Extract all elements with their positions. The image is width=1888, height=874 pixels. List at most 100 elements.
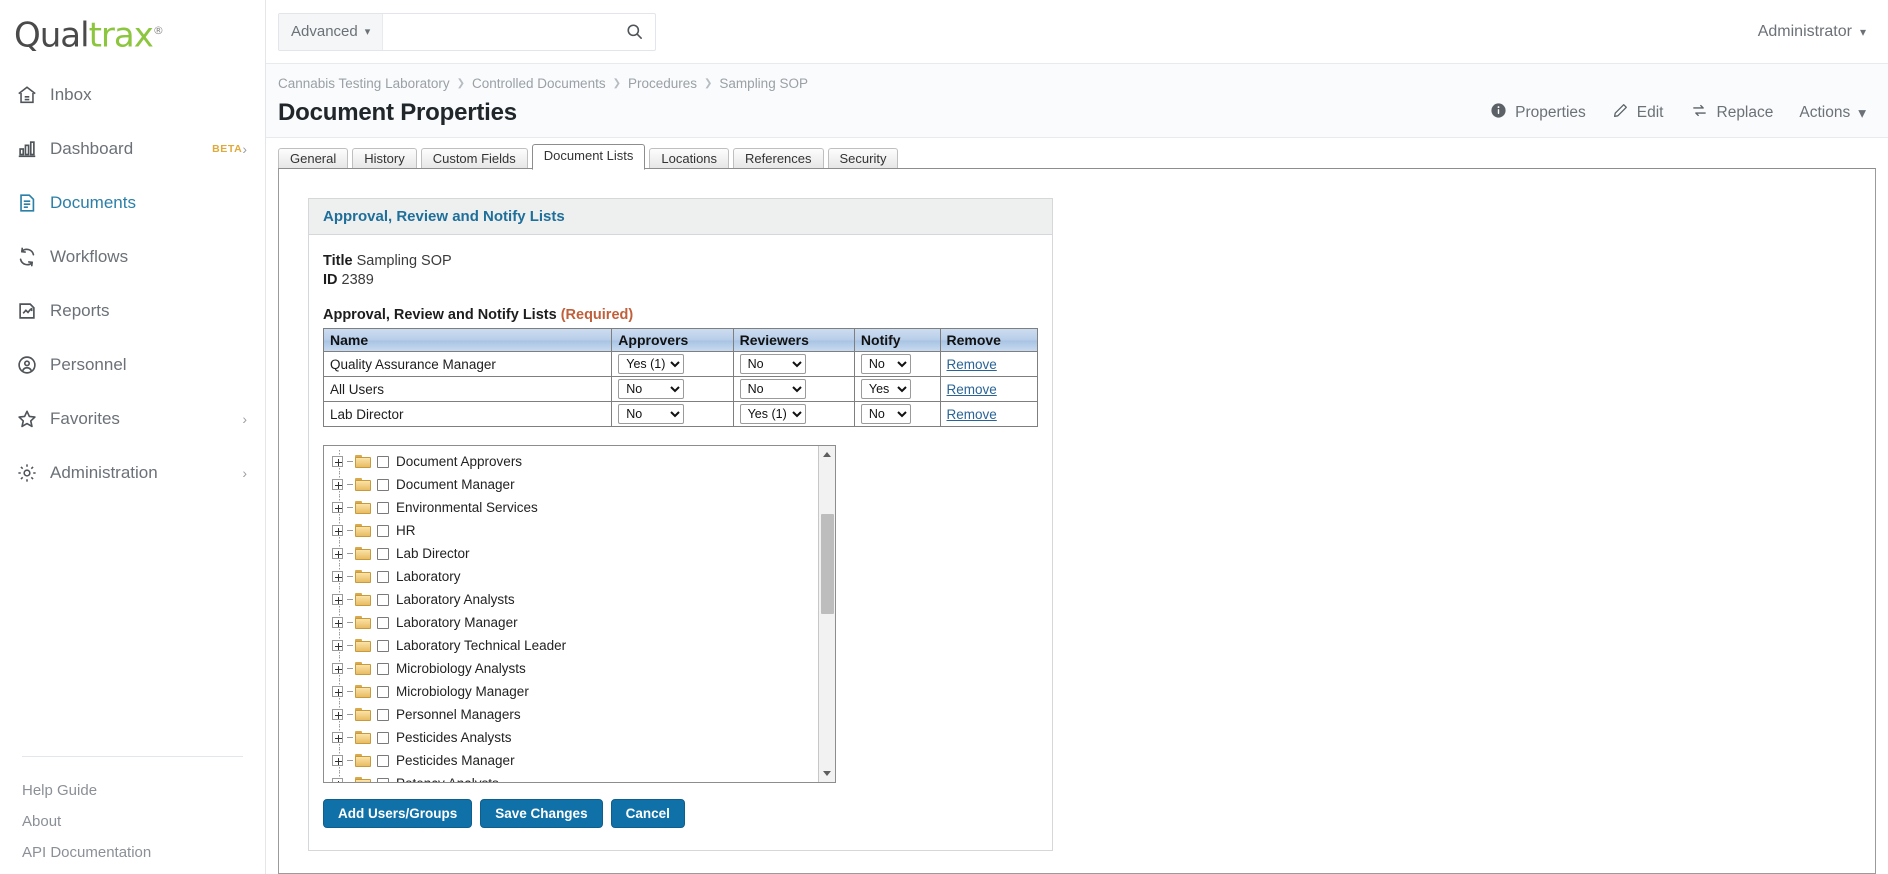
tree-node[interactable]: Document Manager: [332, 473, 818, 496]
replace-button[interactable]: Replace: [1690, 102, 1773, 124]
expand-icon[interactable]: [332, 663, 343, 674]
expand-icon[interactable]: [332, 594, 343, 605]
tree-node-checkbox[interactable]: [377, 478, 389, 491]
expand-icon[interactable]: [332, 456, 343, 467]
reviewers-select[interactable]: No: [739, 354, 806, 374]
breadcrumb-item[interactable]: Procedures: [627, 76, 698, 91]
edit-button[interactable]: Edit: [1612, 102, 1664, 124]
tab-locations[interactable]: Locations: [649, 148, 730, 171]
tree-node[interactable]: Laboratory Technical Leader: [332, 634, 818, 657]
search-icon[interactable]: [613, 22, 655, 41]
expand-icon[interactable]: [332, 732, 343, 743]
remove-link[interactable]: Remove: [946, 406, 997, 422]
sidebar-item-documents[interactable]: Documents: [0, 176, 265, 230]
tab-history[interactable]: History: [352, 148, 417, 171]
reviewers-select[interactable]: Yes (1): [739, 404, 806, 424]
expand-icon[interactable]: [332, 778, 343, 782]
api-documentation-link[interactable]: API Documentation: [22, 844, 152, 861]
tree-node[interactable]: Laboratory Analysts: [332, 588, 818, 611]
reports-icon: [16, 300, 50, 322]
breadcrumb-item[interactable]: Controlled Documents: [472, 76, 606, 91]
tab-references[interactable]: References: [733, 148, 824, 171]
expand-icon[interactable]: [332, 709, 343, 720]
advanced-label: Advanced: [291, 23, 358, 40]
expand-icon[interactable]: [332, 548, 343, 559]
tree-node[interactable]: Microbiology Analysts: [332, 657, 818, 680]
tree-node[interactable]: Laboratory: [332, 565, 818, 588]
sidebar-item-personnel[interactable]: Personnel: [0, 338, 265, 392]
tree-node-checkbox[interactable]: [377, 754, 389, 767]
scroll-down-arrow-icon[interactable]: [819, 765, 835, 782]
tree-node[interactable]: Potency Analysts: [332, 772, 818, 782]
chevron-down-icon: ▾: [364, 26, 371, 38]
brand-logo[interactable]: Qualtrax®: [0, 0, 265, 58]
tree-node-checkbox[interactable]: [377, 731, 389, 744]
scrollbar-thumb[interactable]: [821, 514, 834, 614]
user-menu[interactable]: Administrator ▾: [1758, 23, 1866, 41]
search-input[interactable]: [383, 13, 613, 50]
tree-node-checkbox[interactable]: [377, 708, 389, 721]
tree-node[interactable]: Lab Director: [332, 542, 818, 565]
tab-general[interactable]: General: [278, 148, 349, 171]
approvers-select[interactable]: Yes (1): [618, 354, 685, 374]
expand-icon[interactable]: [332, 502, 343, 513]
tree-node-checkbox[interactable]: [377, 455, 389, 468]
about-link[interactable]: About: [22, 813, 62, 830]
sidebar-item-dashboard[interactable]: Dashboard BETA ›: [0, 122, 265, 176]
tree-node[interactable]: Microbiology Manager: [332, 680, 818, 703]
tree-node-checkbox[interactable]: [377, 662, 389, 675]
expand-icon[interactable]: [332, 640, 343, 651]
tree-node[interactable]: Document Approvers: [332, 450, 818, 473]
scroll-up-arrow-icon[interactable]: [819, 446, 835, 463]
properties-button[interactable]: Properties: [1490, 102, 1586, 124]
sidebar-item-favorites[interactable]: Favorites ›: [0, 392, 265, 446]
notify-select[interactable]: No: [860, 354, 911, 374]
tree-node-checkbox[interactable]: [377, 570, 389, 583]
tree-node-checkbox[interactable]: [377, 616, 389, 629]
save-changes-button[interactable]: Save Changes: [480, 799, 603, 828]
tree-node[interactable]: Laboratory Manager: [332, 611, 818, 634]
expand-icon[interactable]: [332, 755, 343, 766]
tree-node-checkbox[interactable]: [377, 524, 389, 537]
sidebar-item-inbox[interactable]: Inbox: [0, 68, 265, 122]
tree-node[interactable]: Personnel Managers: [332, 703, 818, 726]
approvers-select[interactable]: No: [618, 379, 685, 399]
sidebar-item-reports[interactable]: Reports: [0, 284, 265, 338]
approvers-select[interactable]: No: [618, 404, 685, 424]
notify-select[interactable]: Yes: [860, 379, 911, 399]
tree-node[interactable]: HR: [332, 519, 818, 542]
breadcrumb-item[interactable]: Sampling SOP: [719, 76, 808, 91]
tab-document-lists[interactable]: Document Lists: [531, 144, 646, 170]
breadcrumb-item[interactable]: Cannabis Testing Laboratory: [278, 76, 450, 91]
expand-icon[interactable]: [332, 571, 343, 582]
add-users-groups-button[interactable]: Add Users/Groups: [323, 799, 473, 828]
expand-icon[interactable]: [332, 479, 343, 490]
tree-scrollbar[interactable]: [818, 446, 835, 782]
help-guide-link[interactable]: Help Guide: [22, 782, 98, 799]
expand-icon[interactable]: [332, 686, 343, 697]
expand-icon[interactable]: [332, 525, 343, 536]
actions-dropdown[interactable]: Actions ▾: [1799, 104, 1866, 123]
tree-node-checkbox[interactable]: [377, 501, 389, 514]
main-area: Advanced ▾ Administrator ▾ Cannabis Test…: [266, 0, 1888, 874]
expand-icon[interactable]: [332, 617, 343, 628]
tree-node[interactable]: Pesticides Analysts: [332, 726, 818, 749]
remove-link[interactable]: Remove: [946, 356, 997, 372]
sidebar-item-administration[interactable]: Administration ›: [0, 446, 265, 500]
sidebar-item-workflows[interactable]: Workflows: [0, 230, 265, 284]
notify-select[interactable]: No: [860, 404, 911, 424]
column-header-notify: Notify: [853, 328, 941, 352]
tree-node-checkbox[interactable]: [377, 593, 389, 606]
form-buttons: Add Users/Groups Save Changes Cancel: [323, 799, 1038, 828]
tree-node-checkbox[interactable]: [377, 685, 389, 698]
tree-node[interactable]: Pesticides Manager: [332, 749, 818, 772]
tree-node-checkbox[interactable]: [377, 777, 389, 782]
tree-node-checkbox[interactable]: [377, 547, 389, 560]
cancel-button[interactable]: Cancel: [610, 799, 685, 828]
advanced-search-dropdown[interactable]: Advanced ▾: [279, 13, 384, 50]
reviewers-select[interactable]: No: [739, 379, 806, 399]
remove-link[interactable]: Remove: [946, 381, 997, 397]
tree-node[interactable]: Environmental Services: [332, 496, 818, 519]
tree-node-checkbox[interactable]: [377, 639, 389, 652]
scrollbar-track[interactable]: [819, 463, 835, 765]
